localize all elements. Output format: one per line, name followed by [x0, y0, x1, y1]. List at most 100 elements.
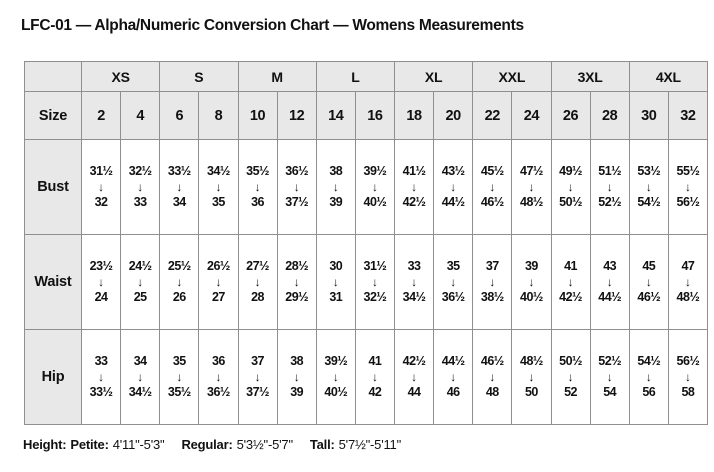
- down-arrow-icon: ↓: [567, 370, 574, 384]
- range-to-value: 52: [564, 385, 578, 399]
- alpha-size-header: XS: [80, 61, 161, 92]
- range-from-value: 32½: [128, 164, 152, 178]
- down-arrow-icon: ↓: [215, 180, 222, 194]
- numeric-size-row: Size 2 4 6 8 10 12 14 16 18 20 22 24 26 28 30 32: [24, 91, 709, 140]
- down-arrow-icon: ↓: [176, 275, 183, 289]
- range-from-value: 45: [642, 259, 656, 273]
- range-to-value: 36: [251, 195, 265, 209]
- range-from-value: 53½: [637, 164, 661, 178]
- down-arrow-icon: ↓: [411, 370, 418, 384]
- range-cell: 48½ ↓ 50: [511, 329, 552, 425]
- range-from-value: 27½: [246, 259, 269, 273]
- range-cell: 27½ ↓ 28: [237, 234, 278, 330]
- numeric-size-header: 14: [315, 91, 356, 140]
- numeric-size-header: 4: [120, 91, 161, 140]
- range-from-value: 34: [133, 354, 147, 368]
- range-cell: 25½ ↓ 26: [159, 234, 200, 330]
- range-from-value: 35: [446, 259, 460, 273]
- range-cell: 41 ↓ 42½: [550, 234, 591, 330]
- down-arrow-icon: ↓: [528, 275, 535, 289]
- height-segment-value: 5'7½"-5'11": [338, 437, 402, 452]
- down-arrow-icon: ↓: [332, 370, 339, 384]
- height-note: Height: Petite: 4'11"-5'3" Regular: 5'3½"-5'…: [23, 437, 418, 452]
- range-cell: 38 ↓ 39: [276, 329, 317, 425]
- range-cell: 46½ ↓ 48: [472, 329, 513, 425]
- range-from-value: 46½: [480, 354, 504, 368]
- range-from-value: 37: [251, 354, 265, 368]
- down-arrow-icon: ↓: [332, 275, 339, 289]
- down-arrow-icon: ↓: [137, 370, 144, 384]
- down-arrow-icon: ↓: [489, 370, 496, 384]
- range-to-value: 46½: [480, 195, 504, 209]
- measurement-row: Bust 31½ ↓ 32 32½ ↓ 33 33½ ↓ 34 34½ ↓ 35 35½ ↓ 36 36½ ↓ 37…: [24, 139, 709, 235]
- range-cell: 39½ ↓ 40½: [315, 329, 356, 425]
- numeric-size-header: 12: [276, 91, 317, 140]
- range-from-value: 37: [485, 259, 499, 273]
- height-segment: Tall: 5'7½"-5'11": [310, 437, 401, 452]
- alpha-size-header: XL: [393, 61, 474, 92]
- numeric-size-header: 22: [472, 91, 513, 140]
- range-from-value: 33: [94, 354, 108, 368]
- table-body: Bust 31½ ↓ 32 32½ ↓ 33 33½ ↓ 34 34½ ↓ 35 35½ ↓ 36 36½ ↓ 37…: [24, 139, 709, 425]
- range-cell: 39½ ↓ 40½: [354, 139, 396, 235]
- numeric-size-header: 10: [237, 91, 278, 140]
- range-to-value: 25: [133, 290, 147, 304]
- range-cell: 43½ ↓ 44½: [433, 139, 474, 235]
- down-arrow-icon: ↓: [137, 180, 144, 194]
- down-arrow-icon: ↓: [215, 275, 222, 289]
- range-to-value: 42½: [559, 290, 582, 304]
- range-from-value: 24½: [128, 259, 152, 273]
- down-arrow-icon: ↓: [606, 370, 613, 384]
- down-arrow-icon: ↓: [684, 370, 691, 384]
- range-to-value: 39: [290, 385, 304, 399]
- measurement-row-label: Waist: [24, 234, 82, 330]
- range-from-value: 36½: [285, 164, 309, 178]
- conversion-table: XS S M L XL XXL 3XL 4XL Size 2 4 6 8 10 12 14 16 18 20 22…: [24, 61, 709, 425]
- range-to-value: 46: [446, 385, 460, 399]
- height-segment: Regular: 5'3½"-5'7": [181, 437, 293, 452]
- range-to-value: 35½: [167, 385, 191, 399]
- range-cell: 50½ ↓ 52: [550, 329, 591, 425]
- range-cell: 26½ ↓ 27: [198, 234, 239, 330]
- range-cell: 43 ↓ 44½: [589, 234, 630, 330]
- range-to-value: 46½: [637, 290, 661, 304]
- range-cell: 37 ↓ 37½: [237, 329, 278, 425]
- range-to-value: 48½: [520, 195, 543, 209]
- range-from-value: 47: [681, 259, 695, 273]
- down-arrow-icon: ↓: [254, 275, 261, 289]
- down-arrow-icon: ↓: [450, 180, 457, 194]
- down-arrow-icon: ↓: [371, 370, 378, 384]
- down-arrow-icon: ↓: [528, 180, 535, 194]
- range-cell: 44½ ↓ 46: [433, 329, 474, 425]
- height-segments: Petite: 4'11"-5'3" Regular: 5'3½"-5'7" Tall:…: [70, 437, 418, 452]
- down-arrow-icon: ↓: [489, 275, 496, 289]
- range-from-value: 43½: [441, 164, 465, 178]
- range-to-value: 42: [368, 385, 382, 399]
- range-from-value: 39: [524, 259, 538, 273]
- down-arrow-icon: ↓: [645, 370, 652, 384]
- range-from-value: 54½: [637, 354, 661, 368]
- down-arrow-icon: ↓: [254, 370, 261, 384]
- range-cell: 54½ ↓ 56: [628, 329, 669, 425]
- down-arrow-icon: ↓: [450, 370, 457, 384]
- range-to-value: 50½: [559, 195, 582, 209]
- measurement-row-label: Hip: [24, 329, 82, 425]
- down-arrow-icon: ↓: [293, 370, 300, 384]
- range-to-value: 33: [133, 195, 147, 209]
- range-to-value: 52½: [598, 195, 622, 209]
- corner-cell: [24, 61, 82, 92]
- range-to-value: 27: [211, 290, 225, 304]
- numeric-size-header: 24: [511, 91, 552, 140]
- range-cell: 36½ ↓ 37½: [276, 139, 317, 235]
- range-to-value: 35: [211, 195, 225, 209]
- range-cell: 41½ ↓ 42½: [393, 139, 435, 235]
- numeric-size-header: 20: [433, 91, 474, 140]
- range-to-value: 28: [251, 290, 265, 304]
- range-cell: 35 ↓ 36½: [433, 234, 474, 330]
- down-arrow-icon: ↓: [567, 180, 574, 194]
- range-to-value: 29½: [285, 290, 309, 304]
- height-segment: Petite: 4'11"-5'3": [70, 437, 164, 452]
- range-cell: 35 ↓ 35½: [159, 329, 200, 425]
- range-to-value: 34½: [402, 290, 426, 304]
- range-to-value: 40½: [363, 195, 387, 209]
